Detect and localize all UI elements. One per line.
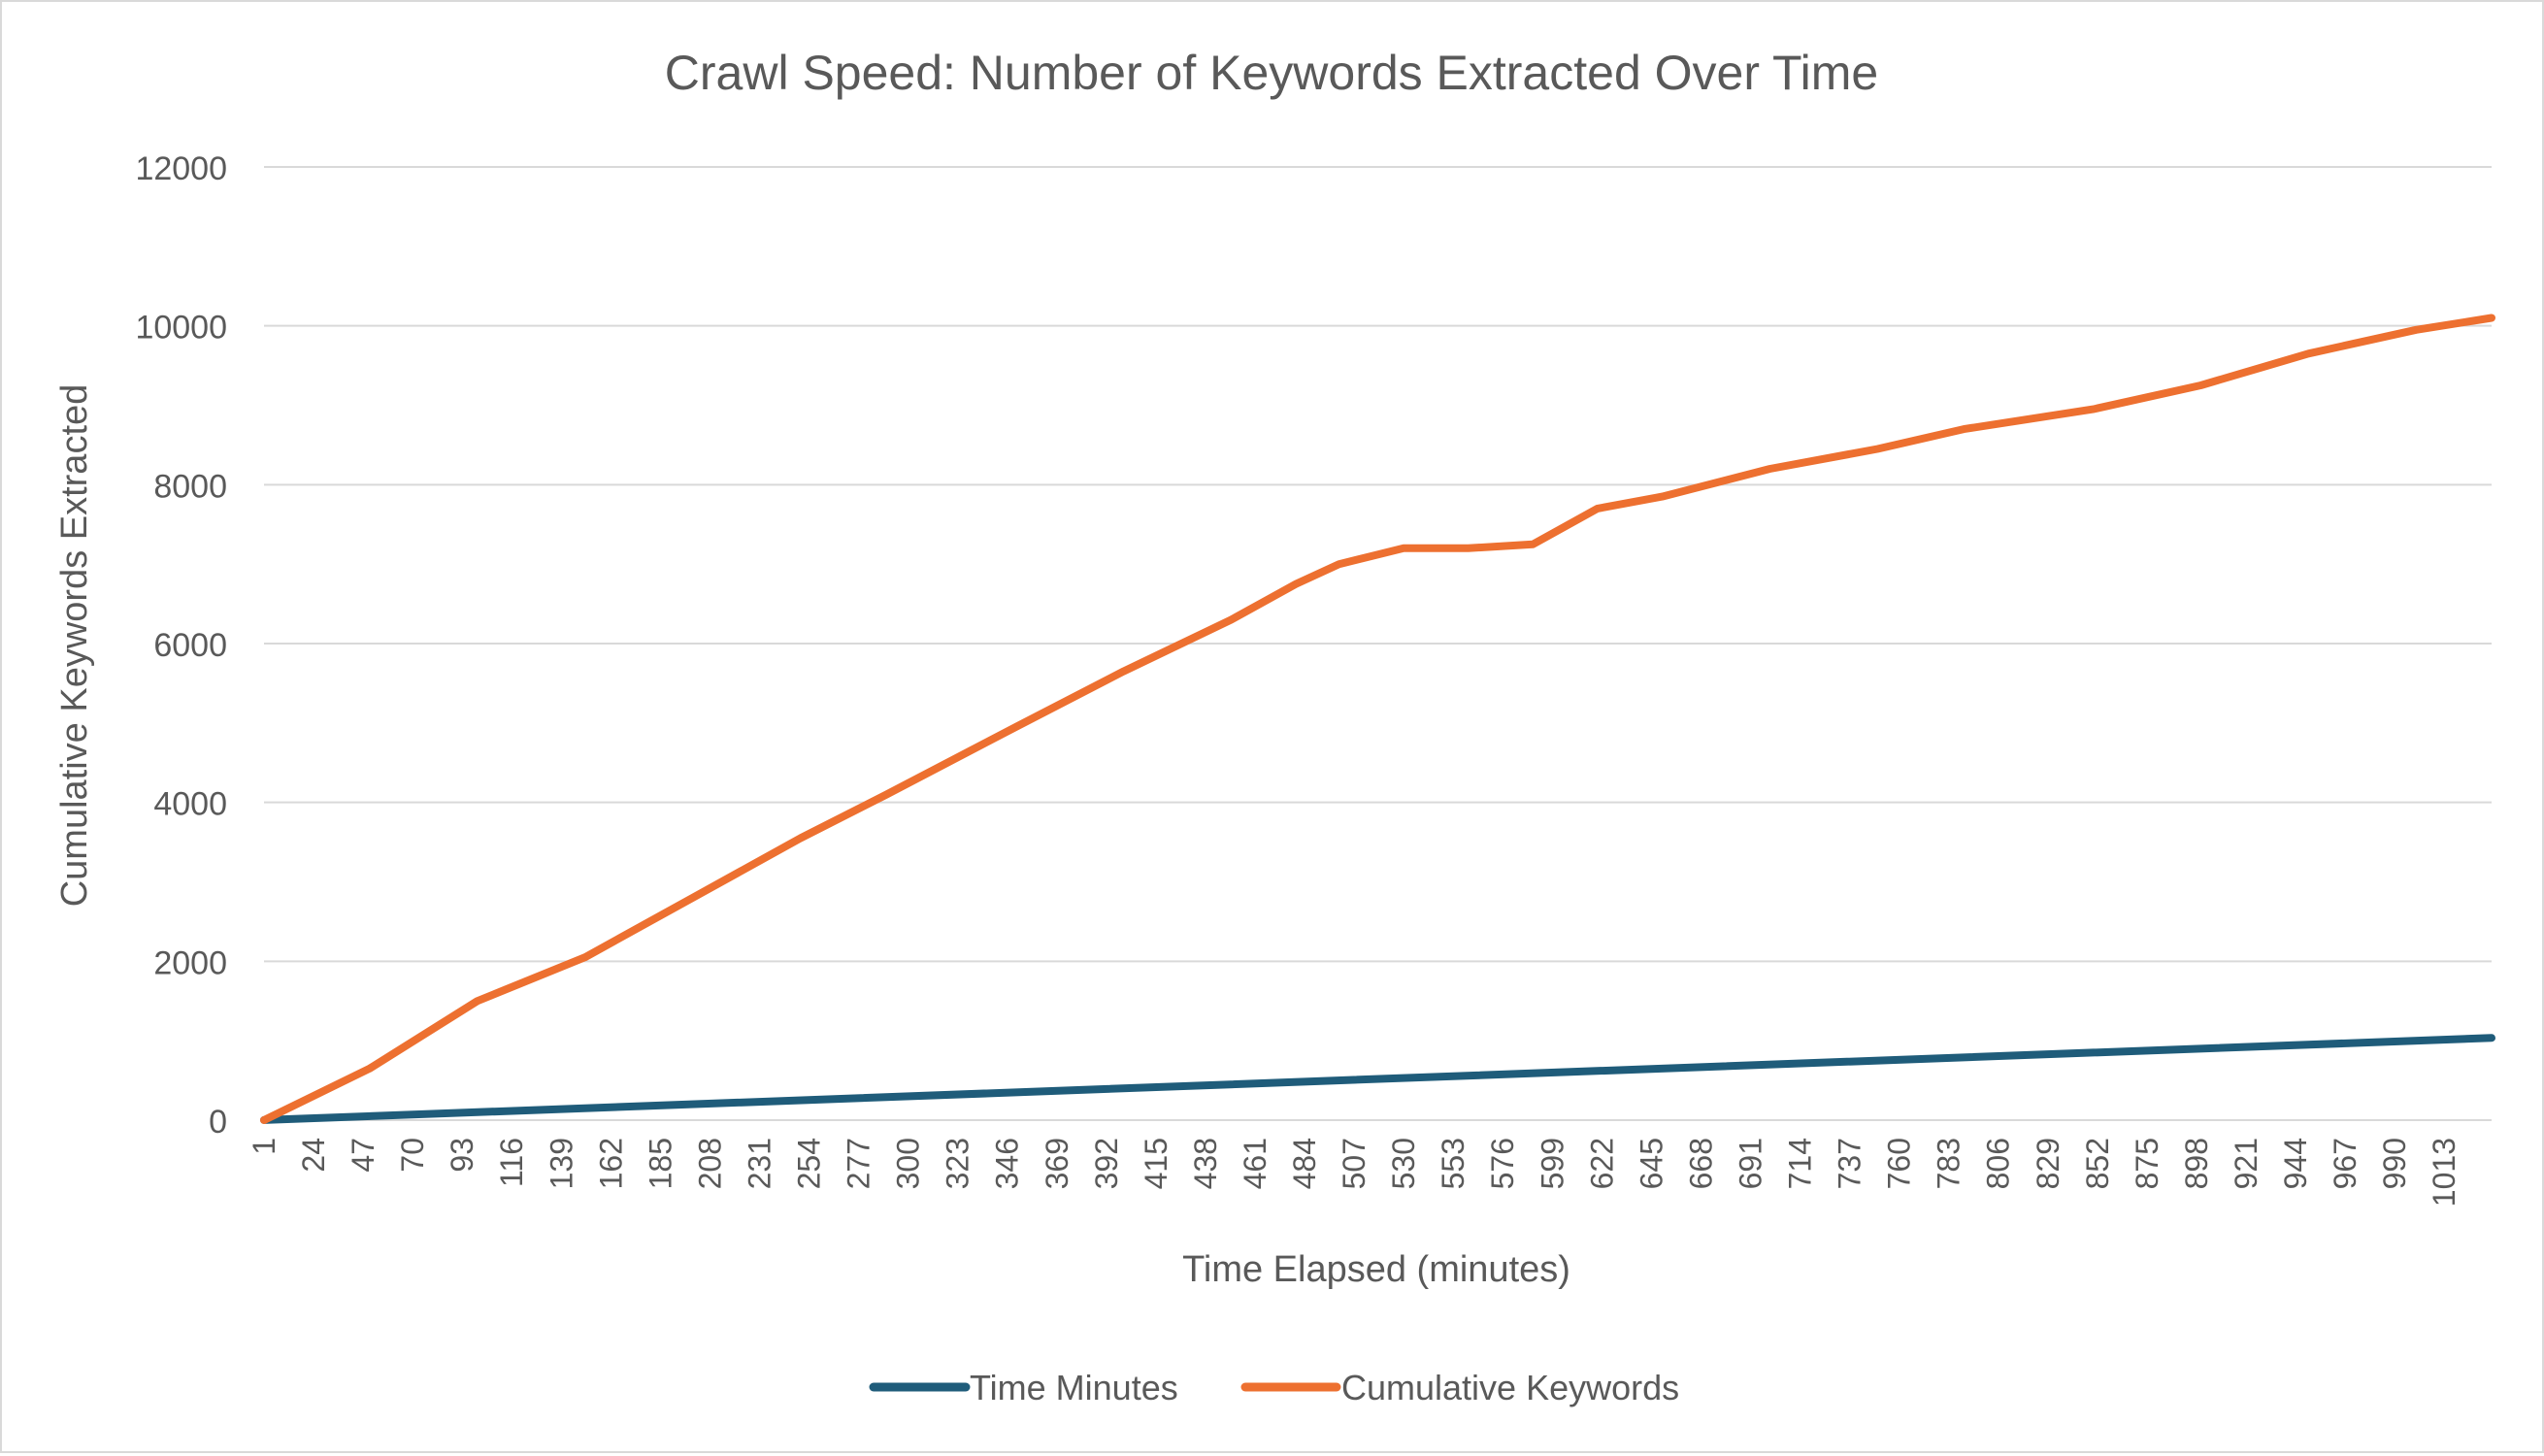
x-tick-label: 231 [742, 1138, 776, 1189]
x-tick-label: 990 [2377, 1138, 2412, 1189]
x-tick-label: 254 [792, 1138, 827, 1189]
y-tick-label: 6000 [153, 627, 227, 664]
x-tick-label: 1013 [2427, 1138, 2461, 1207]
chart-title: Crawl Speed: Number of Keywords Extracte… [665, 46, 1878, 100]
x-tick-label: 300 [891, 1138, 926, 1189]
y-tick-label: 8000 [153, 468, 227, 505]
y-axis-title: Cumulative Keywords Extracted [54, 384, 95, 908]
x-tick-label: 875 [2130, 1138, 2164, 1189]
x-tick-label: 1 [247, 1138, 281, 1155]
x-tick-label: 24 [296, 1138, 331, 1173]
x-tick-label: 691 [1733, 1138, 1768, 1189]
x-tick-label: 599 [1535, 1138, 1569, 1189]
x-tick-label: 139 [544, 1138, 578, 1189]
x-tick-label: 484 [1287, 1138, 1322, 1189]
series-line-time-minutes [260, 1034, 2495, 1124]
x-tick-label: 70 [395, 1138, 430, 1173]
x-tick-label: 944 [2278, 1138, 2313, 1189]
x-tick-label: 553 [1436, 1138, 1470, 1189]
grid-lines [264, 166, 2492, 1121]
x-tick-label: 323 [941, 1138, 975, 1189]
x-tick-label: 461 [1238, 1138, 1272, 1189]
x-tick-label: 47 [346, 1138, 380, 1173]
x-tick-label: 622 [1584, 1138, 1619, 1189]
y-axis-ticks: 0 2000 4000 6000 8000 10000 12000 [135, 150, 227, 1141]
x-tick-label: 737 [1833, 1138, 1867, 1189]
y-tick-label: 4000 [153, 786, 227, 823]
x-tick-label: 783 [1932, 1138, 1966, 1189]
x-tick-label: 415 [1139, 1138, 1173, 1189]
x-axis-title: Time Elapsed (minutes) [1182, 1249, 1570, 1290]
x-tick-label: 277 [842, 1138, 876, 1189]
x-tick-label: 369 [1040, 1138, 1074, 1189]
x-tick-label: 116 [494, 1138, 529, 1187]
x-tick-label: 806 [1981, 1138, 2016, 1189]
y-tick-label: 2000 [153, 944, 227, 981]
x-tick-label: 530 [1386, 1138, 1421, 1189]
y-tick-label: 0 [209, 1104, 227, 1141]
x-tick-label: 714 [1783, 1138, 1818, 1189]
x-tick-label: 921 [2229, 1138, 2263, 1189]
series-lines [260, 314, 2495, 1124]
x-axis-ticks: 1 24 47 70 93 116 139 162 185 208 231 254 277 300 323 3… [247, 1138, 2461, 1207]
y-tick-label: 10000 [135, 310, 227, 347]
x-tick-label: 852 [2080, 1138, 2115, 1189]
legend: Time Minutes Cumulative Keywords [869, 1368, 1679, 1407]
x-tick-label: 208 [692, 1138, 727, 1189]
x-tick-label: 898 [2179, 1138, 2214, 1189]
legend-label-time-minutes: Time Minutes [970, 1368, 1178, 1407]
series-line-cumulative-keywords [260, 314, 2495, 1124]
x-tick-label: 162 [593, 1138, 628, 1189]
y-tick-label: 12000 [135, 150, 227, 187]
x-tick-label: 93 [445, 1138, 479, 1173]
x-tick-label: 507 [1337, 1138, 1371, 1189]
x-tick-label: 668 [1683, 1138, 1718, 1189]
x-tick-label: 645 [1634, 1138, 1668, 1189]
x-tick-label: 346 [990, 1138, 1025, 1189]
x-tick-label: 392 [1089, 1138, 1124, 1189]
legend-label-cumulative-keywords: Cumulative Keywords [1341, 1368, 1679, 1407]
x-tick-label: 967 [2328, 1138, 2362, 1189]
x-tick-label: 760 [1882, 1138, 1917, 1189]
x-tick-label: 576 [1485, 1138, 1520, 1189]
x-tick-label: 438 [1188, 1138, 1223, 1189]
x-tick-label: 185 [643, 1138, 677, 1189]
x-tick-label: 829 [2031, 1138, 2065, 1189]
